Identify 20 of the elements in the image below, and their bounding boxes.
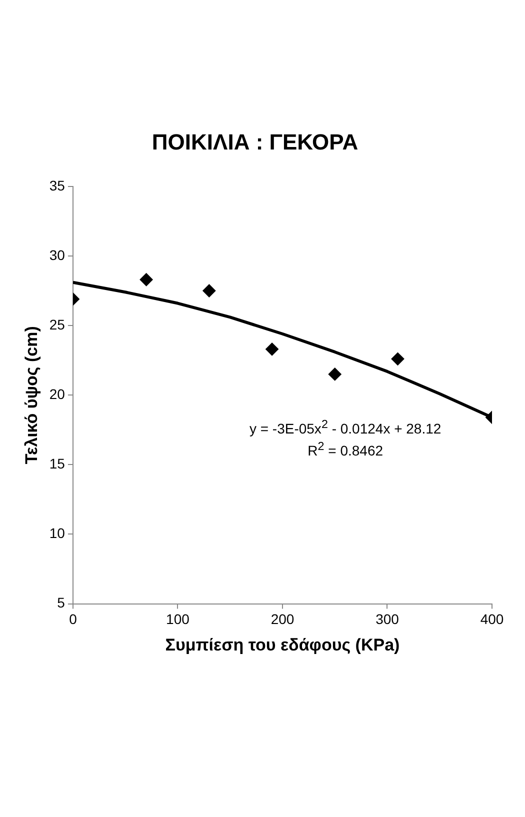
y-tick-label: 20 (49, 386, 66, 402)
x-tick-label: 100 (166, 611, 190, 628)
y-axis-title: Τελικό ύψος (cm) (22, 326, 41, 464)
point (266, 342, 279, 356)
annotation: y = -3E-05x$^{2}$ - 0.0124x + 28.12 (249, 416, 442, 438)
x-tick-label: 200 (270, 611, 294, 628)
y-tick-label: 30 (49, 246, 66, 263)
y-tick-label: 15 (49, 456, 66, 472)
x-tick-label: 0 (69, 611, 78, 628)
y-tick-label: 10 (49, 525, 66, 542)
y-tick-label: 5 (57, 594, 66, 611)
x-axis-title: Συμπίεση του εδάφους (KPa) (165, 635, 400, 654)
x-tick-label: 400 (480, 611, 504, 628)
point (202, 284, 216, 298)
point (328, 368, 342, 381)
annotation: R$^{2}$ = 0.8462 (306, 438, 384, 460)
chart-title: ΠΟΙΚΙΛΙΑ : ΓΕΚΟΡΑ (152, 129, 358, 154)
x-tick-label: 300 (376, 611, 400, 628)
y-tick-label: 35 (49, 177, 66, 194)
y-tick-label: 25 (49, 316, 66, 332)
